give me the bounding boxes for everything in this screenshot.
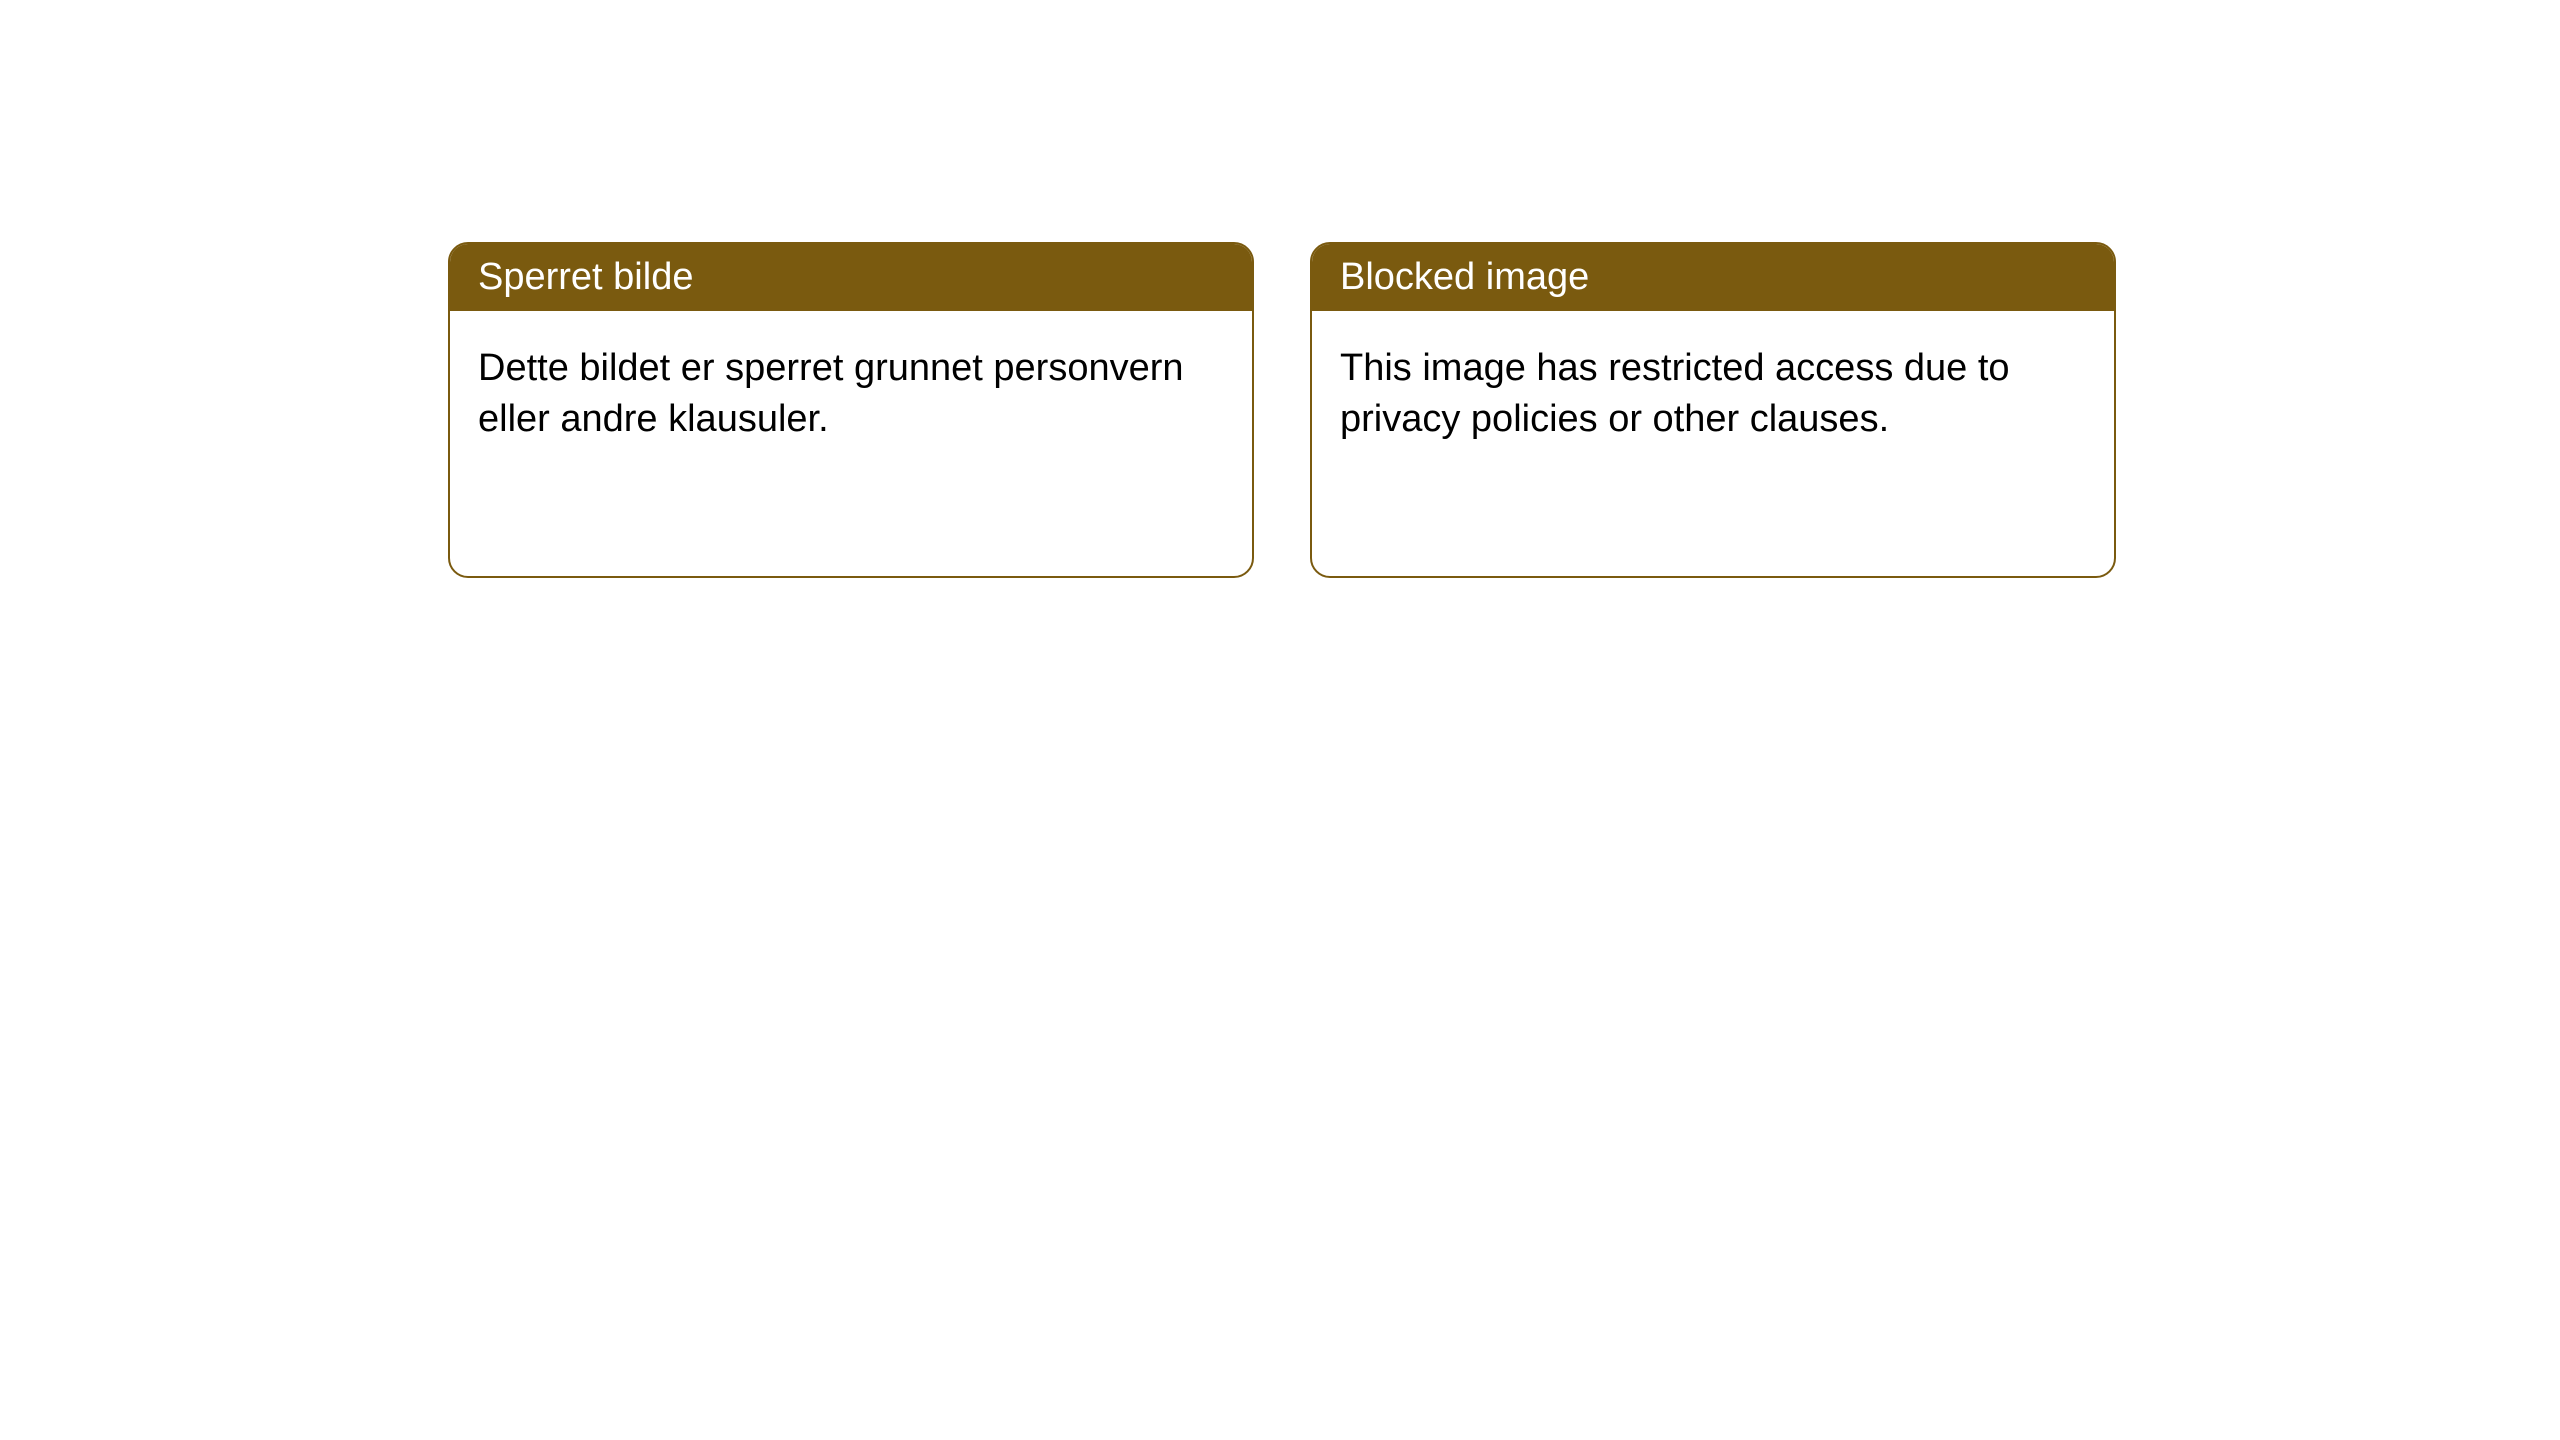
notice-header: Blocked image (1312, 244, 2114, 311)
notice-card-norwegian: Sperret bilde Dette bildet er sperret gr… (448, 242, 1254, 578)
notice-container: Sperret bilde Dette bildet er sperret gr… (0, 0, 2560, 578)
notice-header: Sperret bilde (450, 244, 1252, 311)
notice-body: This image has restricted access due to … (1312, 311, 2114, 478)
notice-card-english: Blocked image This image has restricted … (1310, 242, 2116, 578)
notice-body-text: Dette bildet er sperret grunnet personve… (478, 347, 1184, 440)
notice-body: Dette bildet er sperret grunnet personve… (450, 311, 1252, 478)
notice-title: Sperret bilde (478, 256, 693, 298)
notice-body-text: This image has restricted access due to … (1340, 347, 2010, 440)
notice-title: Blocked image (1340, 256, 1589, 298)
